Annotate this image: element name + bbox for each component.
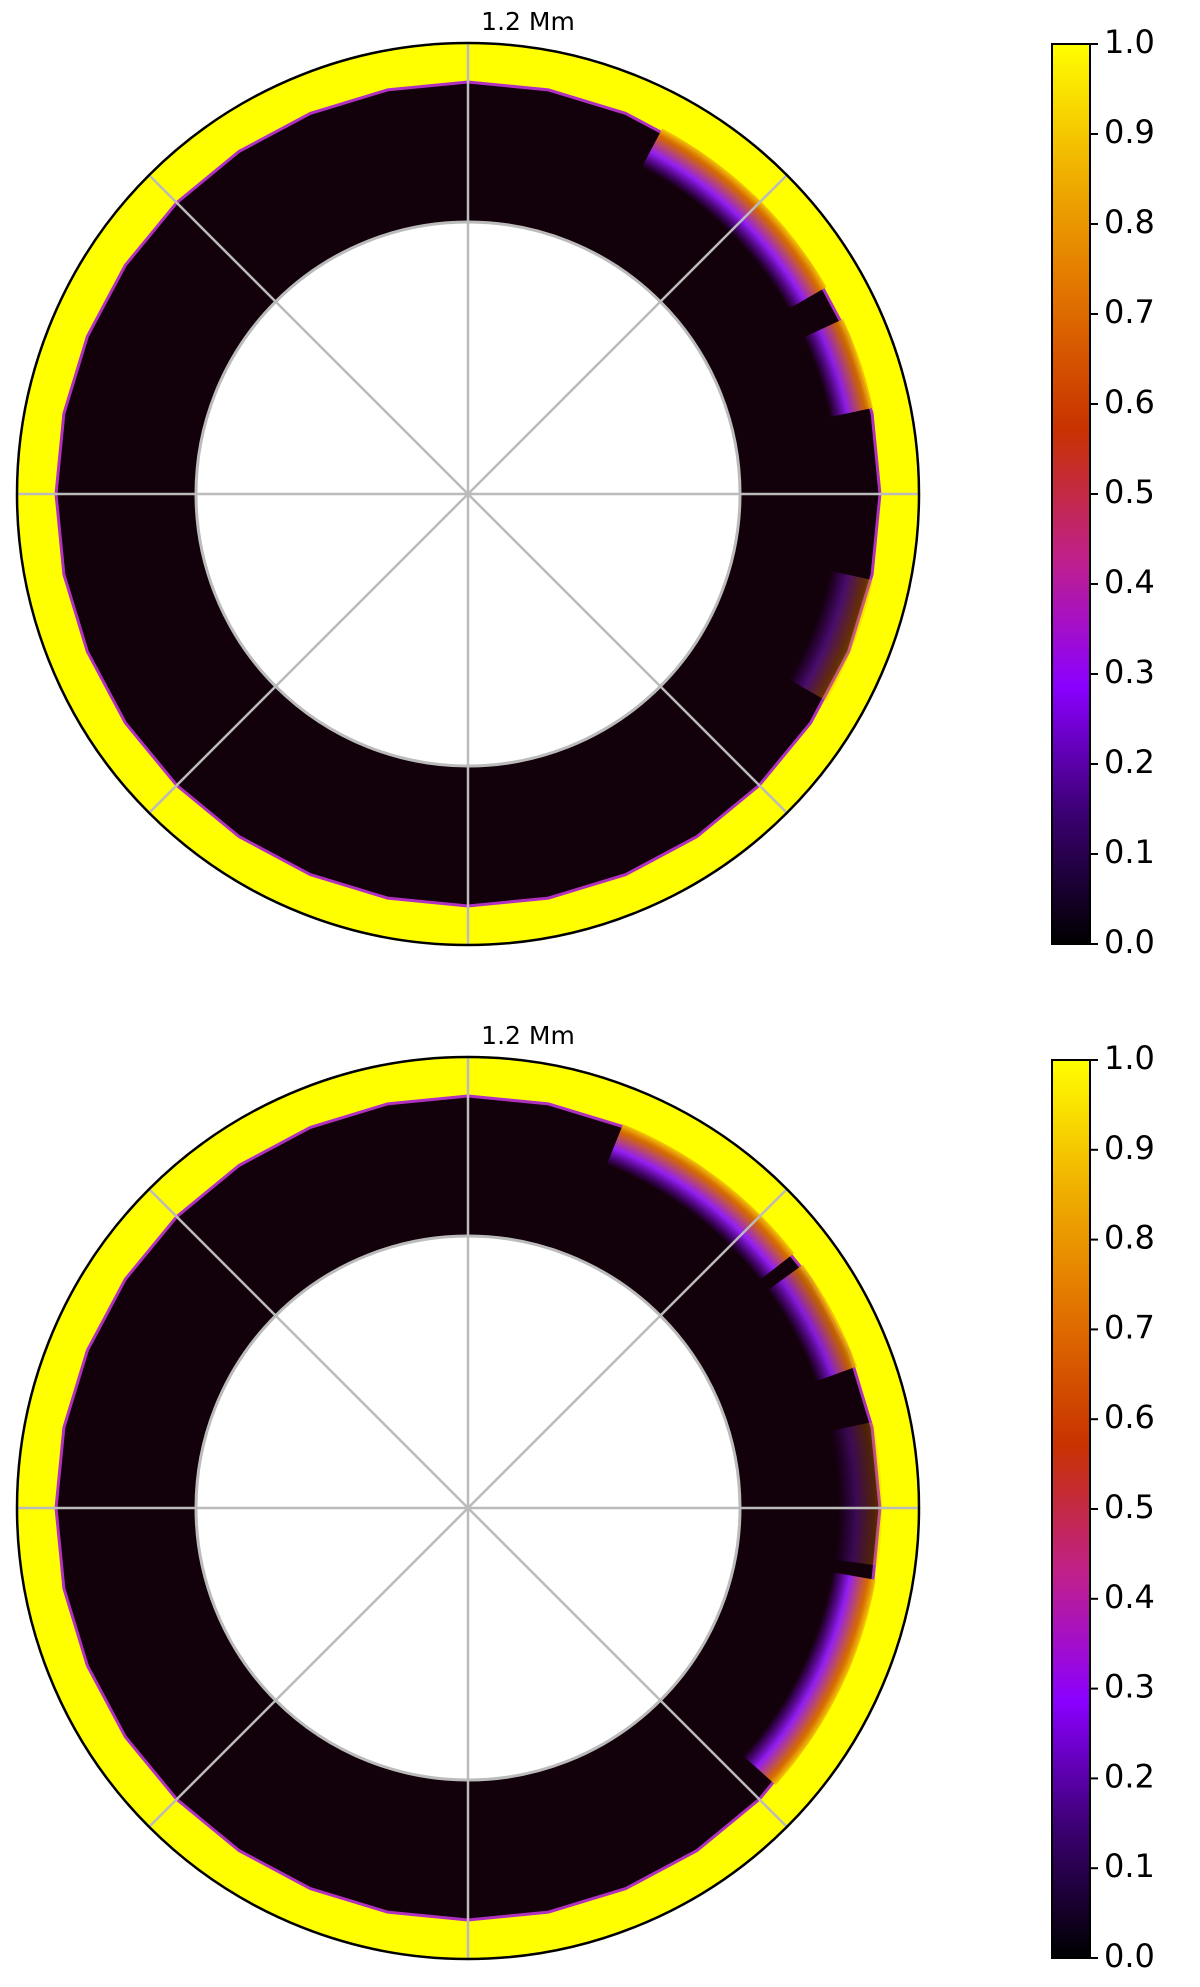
colorbar-tick-label: 0.6 [1104,383,1155,421]
contour-streak [785,570,873,701]
colorbar-tick-label: 0.6 [1104,1398,1155,1436]
polar-grid-line [467,493,788,814]
colorbar-tick-label: 0.4 [1104,1578,1155,1616]
colorbar-tick-label: 0.7 [1104,293,1155,331]
annotation: 1.2 Mm [481,1021,575,1050]
colorbar-tick-label: 0.9 [1104,1129,1155,1167]
colorbar-tick-label: 0.5 [1104,473,1155,511]
polar-grid-line [148,493,469,814]
colorbar-tick-label: 0.5 [1104,1488,1155,1526]
colorbar-tick-label: 0.0 [1104,923,1155,961]
colorbar-tick-label: 0.4 [1104,563,1155,601]
polar-grid-line [148,174,469,495]
colorbar-tick-label: 0.0 [1104,1937,1155,1975]
colorbar-tick-label: 0.2 [1104,743,1155,781]
colorbar-tick-label: 1.0 [1104,23,1155,61]
annotation: 1.2 Mm [481,7,575,36]
contour-streak [826,1421,882,1566]
polar-grid-line [148,1507,469,1828]
polar-grid-line [467,1188,788,1509]
polar-grid-line [467,1507,788,1828]
colorbar-tick-label: 0.7 [1104,1308,1155,1346]
colorbar-tick-label: 0.8 [1104,203,1155,241]
polar-grid-line [467,174,788,495]
contour-streak [740,1571,876,1786]
colorbar-tick-label: 0.9 [1104,113,1155,151]
polar-plot: 1.2 Mm [15,7,921,947]
contour-streak [605,1124,795,1283]
colorbar-tick-label: 0.1 [1104,1847,1155,1885]
polar-plot: 1.2 Mm [15,1021,921,1961]
contour-streak [640,128,827,311]
contour-streak [764,1264,858,1383]
colorbar-tick-label: 0.2 [1104,1757,1155,1795]
colorbar-tick-label: 0.3 [1104,653,1155,691]
plot-border [15,41,921,947]
contour-streak [800,319,873,418]
colorbar [1051,1059,1091,1959]
polar-grid-line [148,1188,469,1509]
colorbar-tick-label: 0.3 [1104,1668,1155,1706]
plot-border [15,1055,921,1961]
colorbar-tick-label: 0.8 [1104,1219,1155,1257]
colorbar-tick-label: 0.1 [1104,833,1155,871]
colorbar-tick-label: 1.0 [1104,1039,1155,1077]
colorbar [1051,43,1091,945]
